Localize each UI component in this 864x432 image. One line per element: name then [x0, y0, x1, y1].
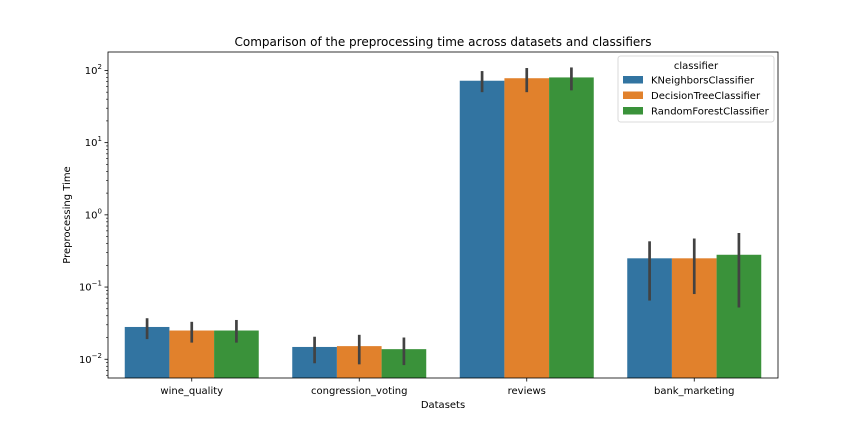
y-tick-label: 100 [85, 207, 102, 221]
y-tick-label: 10−2 [79, 352, 102, 366]
x-tick-label: reviews [508, 386, 546, 397]
legend-swatch [623, 91, 643, 99]
bar [459, 80, 505, 378]
plot-area: 10−2 10−1 100 101 102 wine_quality congression… [79, 51, 779, 397]
legend-title: classifier [674, 61, 719, 72]
bar [549, 77, 594, 378]
y-tick-label: 101 [85, 135, 102, 149]
x-tick-label: congression_voting [311, 386, 407, 397]
legend-label: RandomForestClassifier [651, 107, 770, 118]
y-axis-label: Preprocessing Time [62, 166, 73, 263]
legend-swatch [623, 76, 643, 84]
legend-box [617, 55, 775, 123]
legend-label: DecisionTreeClassifier [651, 91, 761, 102]
x-axis-label: Datasets [421, 400, 465, 411]
chart-title: Comparison of the preprocessing time acr… [235, 35, 652, 49]
x-tick-label: bank_marketing [654, 386, 735, 397]
bar [504, 78, 550, 379]
legend: classifier KNeighborsClassifier DecisionTr… [617, 55, 775, 123]
y-tick-label: 102 [85, 63, 102, 77]
legend-swatch [623, 107, 643, 115]
legend-label: KNeighborsClassifier [651, 76, 755, 87]
plot-frame [107, 51, 779, 379]
y-tick-label: 10−1 [79, 280, 102, 294]
x-tick-label: wine_quality [160, 386, 223, 397]
